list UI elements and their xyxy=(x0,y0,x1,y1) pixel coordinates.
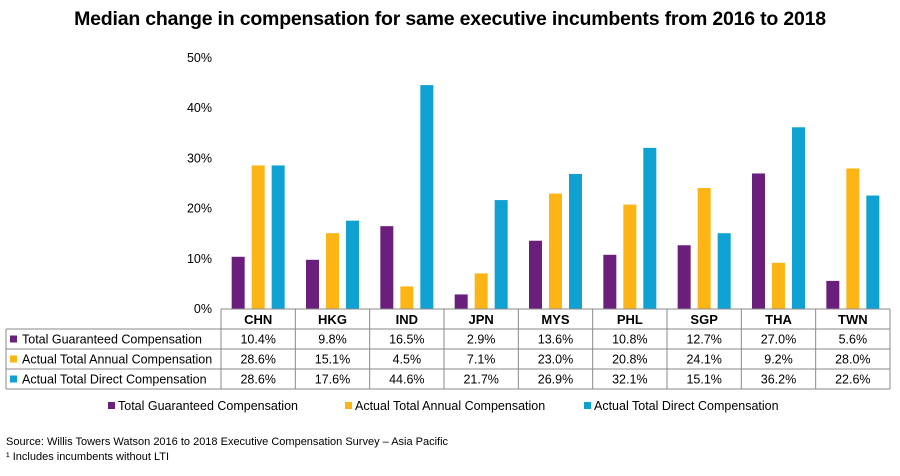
data-label: 2.9% xyxy=(467,333,496,347)
bar xyxy=(677,245,691,309)
data-label: 44.6% xyxy=(389,373,424,387)
bar xyxy=(271,165,285,309)
data-label: 22.6% xyxy=(835,373,870,387)
bar xyxy=(569,173,582,309)
source-note: Source: Willis Towers Watson 2016 to 201… xyxy=(6,436,449,448)
bar xyxy=(306,259,319,309)
bar xyxy=(866,195,880,309)
data-label: 13.6% xyxy=(538,333,573,347)
table-legend-key xyxy=(10,375,17,383)
y-tick-label: 50% xyxy=(187,51,212,65)
table-series-label: Total Guaranteed Compensation xyxy=(22,333,202,347)
data-label: 9.8% xyxy=(318,333,347,347)
legend-swatch xyxy=(108,402,115,409)
y-tick-label: 20% xyxy=(187,202,212,216)
y-tick-label: 30% xyxy=(187,151,212,165)
bar xyxy=(454,294,468,309)
data-label: 27.0% xyxy=(761,333,796,347)
data-label: 4.5% xyxy=(393,353,422,367)
bar xyxy=(326,233,339,309)
table-legend-key xyxy=(10,355,17,363)
data-label: 28.0% xyxy=(835,353,870,367)
data-label: 28.6% xyxy=(240,373,275,387)
bar xyxy=(474,273,488,309)
category-label: MYS xyxy=(541,312,570,327)
data-label: 15.1% xyxy=(686,373,721,387)
data-label: 28.6% xyxy=(240,353,275,367)
table-series-label: Actual Total Direct Compensation xyxy=(22,373,207,387)
data-label: 9.2% xyxy=(764,353,793,367)
bar xyxy=(643,147,657,309)
data-label: 12.7% xyxy=(686,333,721,347)
bar xyxy=(346,220,359,309)
y-tick-label: 40% xyxy=(187,101,212,115)
category-label: HKG xyxy=(318,312,347,327)
data-label: 15.1% xyxy=(315,353,350,367)
data-label: 17.6% xyxy=(315,373,350,387)
chart-title: Median change in compensation for same e… xyxy=(74,8,826,30)
data-label: 5.6% xyxy=(839,333,868,347)
category-label: TWN xyxy=(838,312,868,327)
legend-entry: Actual Total Annual Compensation xyxy=(355,399,545,413)
category-label: CHN xyxy=(244,312,272,327)
y-tick-label: 10% xyxy=(187,252,212,266)
lti-footnote: ¹ Includes incumbents without LTI xyxy=(6,451,170,463)
legend-swatch xyxy=(345,402,352,409)
category-label: SGP xyxy=(690,312,718,327)
bar xyxy=(231,256,245,309)
data-label: 10.8% xyxy=(612,333,647,347)
data-label: 16.5% xyxy=(389,333,424,347)
data-label: 10.4% xyxy=(240,333,275,347)
data-label: 24.1% xyxy=(686,353,721,367)
data-label: 7.1% xyxy=(467,353,496,367)
y-tick-label: 0% xyxy=(194,302,212,316)
category-label: JPN xyxy=(469,312,494,327)
table-series-label: Actual Total Annual Compensation xyxy=(22,353,212,367)
legend-swatch xyxy=(584,402,591,409)
bar xyxy=(846,168,860,309)
bar xyxy=(420,85,434,309)
bar xyxy=(717,233,731,309)
bar xyxy=(772,262,785,309)
legend-entry: Actual Total Direct Compensation xyxy=(594,399,779,413)
data-label: 20.8% xyxy=(612,353,647,367)
category-label: IND xyxy=(396,312,418,327)
legend-entry: Total Guaranteed Compensation xyxy=(118,399,298,413)
bar xyxy=(697,188,711,309)
bar xyxy=(529,240,542,309)
data-label: 21.7% xyxy=(463,373,498,387)
bar xyxy=(792,127,805,309)
bar xyxy=(603,254,617,309)
category-label: THA xyxy=(765,312,792,327)
bar xyxy=(549,193,562,309)
bar xyxy=(400,286,414,309)
data-label: 26.9% xyxy=(538,373,573,387)
bar xyxy=(752,173,765,309)
data-label: 36.2% xyxy=(761,373,796,387)
table-legend-key xyxy=(10,335,17,343)
category-label: PHL xyxy=(617,312,643,327)
bar xyxy=(826,280,840,309)
bar xyxy=(380,226,394,309)
bar xyxy=(251,165,265,309)
data-label: 23.0% xyxy=(538,353,573,367)
data-label: 32.1% xyxy=(612,373,647,387)
bar xyxy=(623,204,637,309)
bar xyxy=(494,200,508,309)
